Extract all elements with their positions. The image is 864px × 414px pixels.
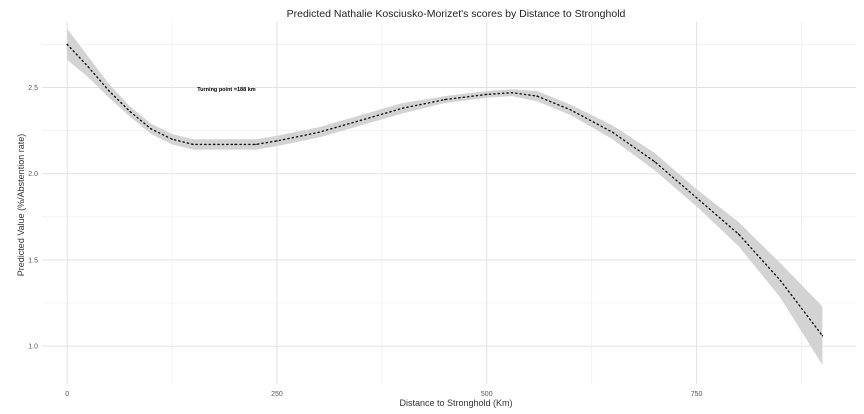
grid-lines [42, 22, 856, 384]
data-point [255, 143, 257, 146]
data-point [695, 197, 698, 199]
data-point [653, 160, 656, 163]
y-tick-label: 2.0 [28, 171, 38, 178]
turning-point-annotation: Turning point =188 km [197, 87, 256, 93]
data-point [486, 93, 488, 96]
data-point [213, 143, 215, 146]
data-point [66, 43, 68, 46]
chart-title: Predicted Nathalie Kosciusko-Morizet's s… [287, 8, 626, 20]
series-line [66, 43, 824, 337]
data-point [611, 131, 614, 134]
x-ticks: 0 250 500 750 [65, 391, 702, 398]
x-tick-label: 0 [65, 391, 69, 398]
data-point [779, 279, 782, 282]
y-tick-label: 1.5 [28, 257, 38, 264]
data-point [234, 143, 236, 146]
data-point [276, 140, 278, 142]
data-point [444, 98, 446, 101]
data-point [171, 138, 173, 140]
data-point [87, 66, 89, 68]
data-point [318, 131, 320, 134]
x-tick-label: 750 [691, 391, 703, 398]
x-tick-label: 250 [271, 391, 283, 398]
x-axis-label: Distance to Stronghold (Km) [399, 398, 512, 408]
x-tick-label: 500 [481, 391, 493, 398]
data-point [129, 110, 131, 113]
data-point [569, 109, 572, 111]
data-point [737, 233, 740, 235]
data-point [402, 107, 404, 109]
data-point [536, 95, 538, 97]
data-point [192, 143, 194, 146]
confidence-band [67, 28, 823, 366]
prediction-line [66, 43, 824, 337]
data-point [511, 91, 513, 94]
data-point [821, 335, 824, 337]
data-point [108, 90, 110, 92]
data-point [360, 119, 362, 121]
y-tick-label: 1.0 [28, 344, 38, 351]
y-axis-label: Predicted Value (%/Abstention rate) [16, 134, 26, 276]
y-tick-label: 2.5 [28, 85, 38, 92]
data-point [150, 128, 152, 130]
y-ticks: 1.0 1.5 2.0 2.5 [28, 85, 38, 351]
